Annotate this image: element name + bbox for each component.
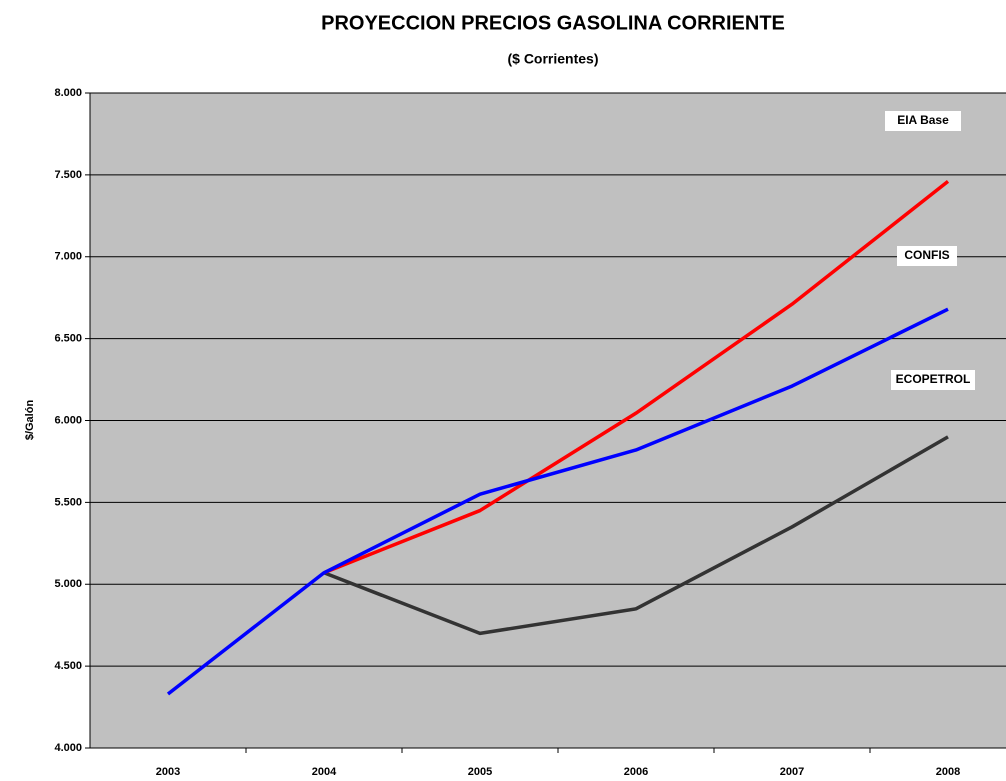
y-tick-label: 4.500 bbox=[54, 660, 82, 672]
x-tick-label: 2003 bbox=[156, 766, 180, 778]
y-tick-label: 7.500 bbox=[54, 169, 82, 181]
series-label: CONFIS bbox=[904, 248, 949, 262]
y-tick-label: 6.500 bbox=[54, 333, 82, 345]
y-tick-label: 4.000 bbox=[54, 742, 82, 754]
x-tick-label: 2008 bbox=[936, 766, 960, 778]
series-label: EIA Base bbox=[897, 113, 949, 127]
series-label: ECOPETROL bbox=[896, 372, 971, 386]
y-tick-label: 6.000 bbox=[54, 414, 82, 426]
series-label-box bbox=[885, 111, 961, 131]
x-tick-label: 2004 bbox=[312, 766, 337, 778]
x-tick-label: 2005 bbox=[468, 766, 492, 778]
series-label-box bbox=[891, 370, 975, 390]
y-axis-label: $/Galón bbox=[24, 400, 36, 441]
series-line bbox=[323, 435, 949, 636]
x-tick-label: 2006 bbox=[624, 766, 648, 778]
series-line bbox=[323, 180, 950, 575]
chart-subtitle: ($ Corrientes) bbox=[507, 51, 598, 67]
chart-title: PROYECCION PRECIOS GASOLINA CORRIENTE bbox=[321, 12, 785, 34]
series-label-box bbox=[897, 246, 957, 266]
y-tick-label: 5.000 bbox=[54, 578, 82, 590]
y-tick-label: 7.000 bbox=[54, 251, 82, 263]
x-tick-label: 2007 bbox=[780, 766, 804, 778]
y-tick-label: 8.000 bbox=[54, 87, 82, 99]
y-tick-label: 5.500 bbox=[54, 496, 82, 508]
series-line bbox=[166, 307, 949, 696]
